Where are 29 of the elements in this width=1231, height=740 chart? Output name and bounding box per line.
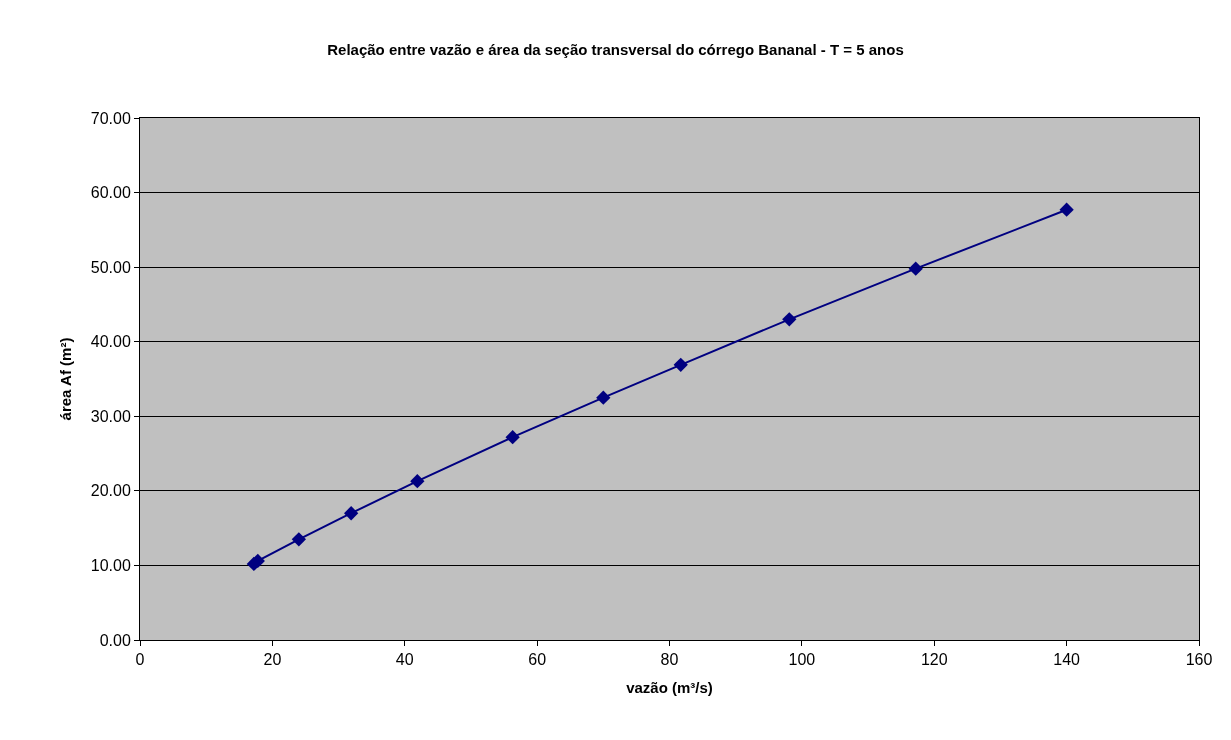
x-tick-label: 100 (788, 651, 816, 669)
point (505, 430, 520, 445)
point (1059, 202, 1074, 217)
y-tick-label: 0.00 (99, 631, 131, 649)
x-tick-label: 160 (1185, 651, 1213, 669)
y-tick-label: 40.00 (90, 333, 131, 351)
x-tick-label: 60 (528, 651, 547, 669)
y-axis-title: área Af (m²) (57, 337, 74, 421)
x-axis-title: vazão (m³/s) (626, 679, 713, 697)
y-tick-label: 30.00 (90, 407, 131, 425)
chart-title: Relação entre vazão e área da seção transversal do córrego Bananal - T = 5 anos (327, 40, 904, 58)
point (908, 261, 923, 276)
x-tick-label: 40 (395, 651, 414, 669)
point (410, 474, 425, 489)
point (673, 357, 688, 372)
point (782, 312, 797, 327)
y-tick-label: 60.00 (90, 184, 131, 202)
y-tick-label: 20.00 (90, 482, 131, 500)
point (596, 390, 611, 405)
y-tick-label: 50.00 (90, 258, 131, 276)
x-tick-label: 120 (920, 651, 948, 669)
point (291, 532, 306, 547)
x-tick-label: 80 (660, 651, 679, 669)
x-tick-label: 140 (1053, 651, 1081, 669)
x-tick-label: 20 (263, 651, 282, 669)
y-tick-label: 70.00 (90, 109, 131, 127)
x-tick-label: 0 (135, 651, 145, 669)
point (343, 506, 359, 521)
y-tick-label: 10.00 (90, 557, 131, 575)
